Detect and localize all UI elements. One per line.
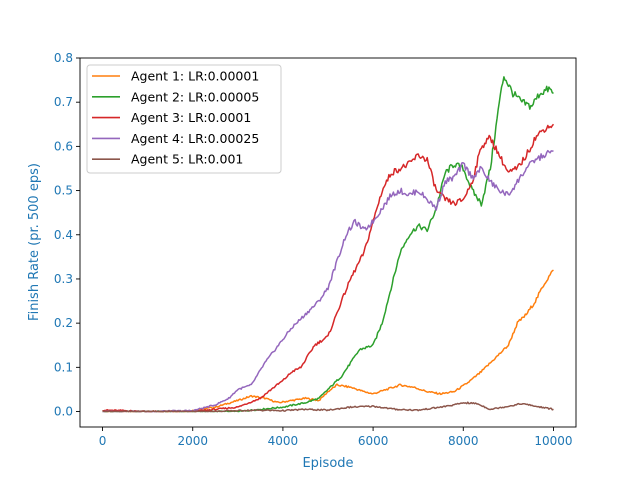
series-layer bbox=[102, 76, 555, 413]
y-tick-label: 0.7 bbox=[54, 95, 73, 109]
y-tick-label: 0.0 bbox=[54, 405, 73, 419]
legend-label-agent-4: Agent 4: LR:0.00025 bbox=[131, 131, 259, 146]
y-tick-label: 0.4 bbox=[54, 228, 73, 242]
legend-label-agent-2: Agent 2: LR:0.00005 bbox=[131, 89, 259, 104]
y-tick-label: 0.5 bbox=[54, 184, 73, 198]
x-tick-label: 2000 bbox=[177, 434, 208, 448]
y-tick-label: 0.1 bbox=[54, 360, 73, 374]
legend-frame bbox=[86, 64, 282, 174]
x-tick-label: 6000 bbox=[358, 434, 389, 448]
y-axis-ticks: 0.0 0.1 0.2 0.3 0.4 0.5 0.6 0.7 0.8 bbox=[54, 51, 80, 419]
y-tick-label: 0.8 bbox=[54, 51, 73, 65]
x-tick-label: 10000 bbox=[534, 434, 572, 448]
y-axis-label: Finish Rate (pr. 500 eps) bbox=[27, 163, 42, 321]
y-tick-label: 0.6 bbox=[54, 139, 73, 153]
x-tick-label: 0 bbox=[99, 434, 107, 448]
y-tick-label: 0.3 bbox=[54, 272, 73, 286]
series-line-agent-5 bbox=[102, 401, 554, 413]
x-tick-label: 8000 bbox=[448, 434, 479, 448]
legend-label-agent-3: Agent 3: LR:0.0001 bbox=[131, 110, 251, 125]
x-axis-ticks: 0 2000 4000 6000 8000 10000 bbox=[99, 427, 573, 448]
plot-frame bbox=[79, 57, 577, 428]
legend: Agent 1: LR:0.00001 Agent 2: LR:0.00005 Ag… bbox=[86, 64, 282, 174]
legend-label-agent-5: Agent 5: LR:0.001 bbox=[131, 152, 243, 167]
y-tick-label: 0.2 bbox=[54, 316, 73, 330]
x-axis-label: Episode bbox=[302, 456, 353, 471]
legend-label-agent-1: Agent 1: LR:0.00001 bbox=[131, 69, 259, 84]
x-tick-label: 4000 bbox=[268, 434, 299, 448]
